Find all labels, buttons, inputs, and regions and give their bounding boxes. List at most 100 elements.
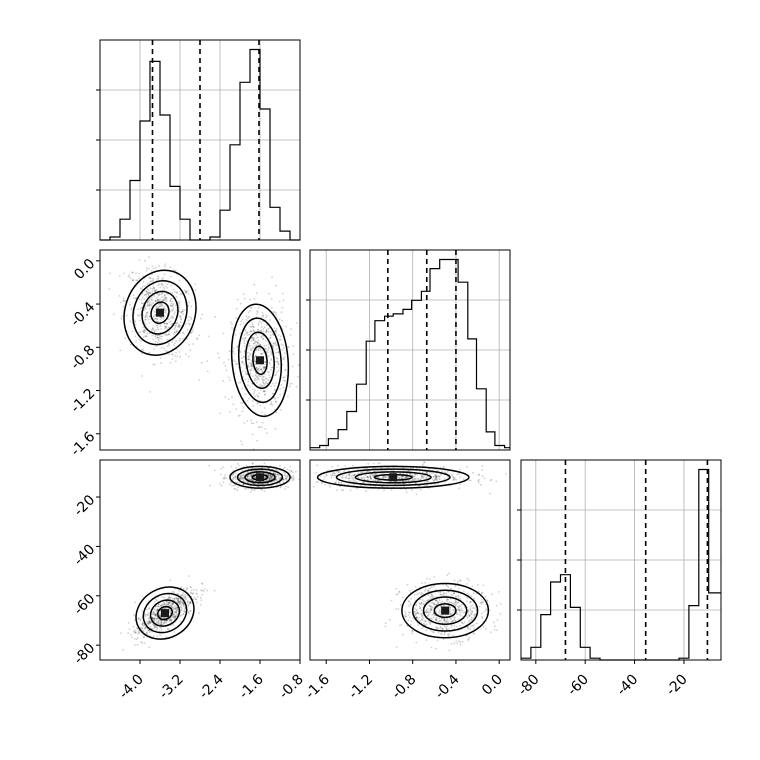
sample-point	[155, 619, 158, 622]
sample-point	[175, 611, 178, 614]
sample-point	[402, 485, 405, 488]
sample-point	[161, 604, 164, 607]
sample-point	[160, 630, 163, 632]
sample-point	[276, 357, 279, 360]
sample-point	[169, 605, 172, 607]
sample-point	[264, 390, 267, 393]
sample-point	[454, 600, 457, 602]
sample-point	[151, 617, 154, 619]
sample-point	[407, 479, 410, 482]
sample-point	[180, 607, 183, 610]
sample-point	[148, 620, 150, 622]
sample-point	[452, 479, 455, 481]
sample-point	[143, 284, 146, 287]
sample-point	[352, 474, 354, 477]
sample-point	[402, 480, 405, 483]
sample-point	[289, 385, 291, 388]
sample-point	[171, 353, 173, 355]
sample-point	[171, 305, 173, 307]
sample-point	[140, 306, 143, 309]
x-tick-label: -1.6	[302, 671, 333, 702]
sample-point	[414, 611, 417, 613]
sample-point	[134, 629, 136, 632]
sample-point	[493, 628, 496, 631]
sample-point	[160, 605, 163, 607]
sample-point	[254, 476, 256, 479]
sample-point	[481, 475, 484, 477]
sample-point	[171, 303, 174, 306]
sample-point	[160, 293, 163, 296]
sample-point	[181, 601, 184, 603]
sample-point	[443, 619, 445, 622]
sample-point	[243, 355, 246, 358]
sample-point	[252, 339, 255, 342]
sample-point	[151, 287, 154, 290]
sample-point	[437, 482, 439, 485]
sample-point	[425, 611, 427, 614]
sample-point	[122, 648, 124, 651]
sample-point	[250, 479, 253, 481]
sample-point	[408, 604, 410, 607]
sample-point	[462, 478, 465, 480]
sample-point	[192, 343, 195, 345]
sample-point	[267, 467, 270, 470]
sample-point	[411, 630, 414, 632]
sample-point	[241, 362, 243, 364]
sample-point	[198, 612, 200, 614]
sample-point	[157, 307, 159, 309]
sample-point	[304, 479, 306, 481]
sample-point	[436, 479, 438, 481]
sample-point	[444, 625, 446, 628]
sample-point	[222, 380, 225, 382]
sample-point	[149, 391, 151, 393]
sample-point	[144, 613, 147, 616]
sample-point	[461, 609, 464, 612]
sample-point	[152, 267, 155, 270]
sample-point	[142, 630, 145, 633]
sample-point	[182, 587, 185, 590]
sample-point	[276, 483, 279, 485]
panel-frame	[309, 459, 511, 661]
sample-point	[174, 326, 177, 329]
sample-point	[270, 401, 273, 403]
sample-point	[459, 483, 461, 486]
sample-point	[140, 288, 143, 290]
sample-point	[201, 313, 204, 316]
y-tick-label: -1.6	[68, 429, 99, 460]
sample-point	[151, 296, 153, 299]
sample-point	[472, 624, 475, 627]
sample-point	[153, 287, 155, 290]
sample-point	[157, 338, 160, 341]
sample-point	[411, 630, 414, 633]
sample-point	[432, 471, 435, 474]
sample-point	[483, 477, 486, 480]
sample-point	[174, 607, 177, 610]
sample-point	[343, 470, 345, 473]
sample-point	[160, 303, 163, 306]
sample-point	[184, 593, 187, 596]
sample-point	[267, 346, 270, 349]
sample-point	[186, 329, 189, 331]
sample-point	[366, 476, 369, 478]
sample-point	[188, 612, 190, 615]
sample-point	[469, 611, 472, 613]
sample-point	[422, 477, 425, 479]
sample-point	[201, 589, 204, 592]
sample-point	[471, 611, 474, 613]
sample-point	[179, 315, 182, 318]
sample-point	[142, 336, 145, 338]
sample-point	[459, 641, 462, 643]
sample-point	[148, 607, 150, 610]
sample-point	[165, 285, 167, 288]
sample-point	[159, 357, 162, 360]
sample-point	[252, 422, 255, 425]
sample-point	[146, 332, 149, 335]
sample-point	[285, 477, 287, 480]
sample-point	[182, 605, 185, 607]
sample-point	[167, 333, 170, 336]
sample-point	[432, 630, 434, 633]
sample-point	[157, 605, 160, 607]
sample-point	[418, 602, 421, 605]
sample-point	[155, 605, 157, 608]
sample-point	[495, 604, 498, 607]
